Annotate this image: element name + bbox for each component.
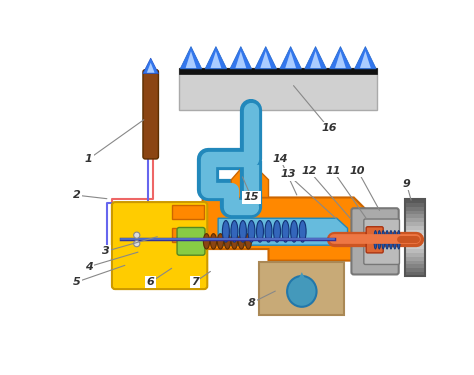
Bar — [405, 210, 425, 215]
Ellipse shape — [374, 231, 377, 249]
Bar — [405, 226, 425, 230]
Circle shape — [134, 232, 140, 238]
Ellipse shape — [231, 234, 237, 249]
Text: 1: 1 — [85, 154, 92, 164]
Polygon shape — [260, 51, 271, 68]
Text: 2: 2 — [73, 190, 80, 200]
Text: 8: 8 — [247, 298, 255, 308]
Polygon shape — [280, 46, 301, 69]
Bar — [172, 228, 204, 242]
Ellipse shape — [238, 234, 245, 249]
Ellipse shape — [231, 220, 238, 242]
Polygon shape — [294, 272, 310, 288]
Text: 16: 16 — [321, 123, 337, 133]
Text: 15: 15 — [244, 192, 259, 202]
Bar — [405, 199, 425, 276]
Bar — [179, 68, 377, 111]
Ellipse shape — [265, 220, 272, 242]
Text: 9: 9 — [402, 178, 410, 189]
Polygon shape — [210, 51, 221, 68]
Bar — [405, 234, 425, 238]
Ellipse shape — [382, 231, 385, 249]
Bar — [172, 205, 204, 219]
Text: 7: 7 — [191, 277, 199, 287]
Bar — [405, 207, 425, 211]
Bar — [405, 222, 425, 226]
Bar — [259, 262, 345, 315]
Ellipse shape — [385, 231, 389, 249]
Polygon shape — [305, 46, 327, 69]
Ellipse shape — [203, 234, 210, 249]
Polygon shape — [230, 46, 252, 69]
Polygon shape — [186, 51, 196, 68]
Bar — [405, 261, 425, 265]
FancyBboxPatch shape — [366, 227, 383, 253]
Text: 4: 4 — [85, 262, 92, 272]
Ellipse shape — [397, 231, 400, 249]
Bar — [405, 214, 425, 219]
FancyBboxPatch shape — [364, 219, 400, 264]
Text: 5: 5 — [73, 277, 80, 287]
Text: 13: 13 — [280, 170, 296, 179]
Bar — [405, 268, 425, 273]
Ellipse shape — [287, 276, 317, 307]
Text: 6: 6 — [147, 277, 155, 287]
Polygon shape — [147, 63, 155, 73]
Bar — [179, 68, 377, 74]
Ellipse shape — [222, 220, 229, 242]
Polygon shape — [236, 51, 246, 68]
Polygon shape — [255, 46, 277, 69]
Polygon shape — [310, 51, 321, 68]
Ellipse shape — [378, 231, 381, 249]
Bar — [405, 230, 425, 234]
Bar — [405, 253, 425, 257]
Text: 10: 10 — [350, 165, 365, 176]
Ellipse shape — [282, 220, 289, 242]
Polygon shape — [285, 51, 296, 68]
Bar — [405, 272, 425, 276]
Polygon shape — [360, 51, 371, 68]
Ellipse shape — [248, 220, 255, 242]
Ellipse shape — [393, 231, 396, 249]
Polygon shape — [355, 46, 376, 69]
Ellipse shape — [245, 234, 251, 249]
Ellipse shape — [390, 231, 392, 249]
Text: 14: 14 — [273, 154, 288, 164]
Ellipse shape — [273, 220, 281, 242]
FancyBboxPatch shape — [143, 70, 158, 159]
Ellipse shape — [210, 234, 217, 249]
Polygon shape — [143, 58, 158, 74]
FancyBboxPatch shape — [351, 208, 399, 274]
Polygon shape — [231, 168, 268, 198]
Ellipse shape — [291, 220, 298, 242]
Circle shape — [134, 241, 140, 247]
Bar — [405, 218, 425, 222]
Text: 12: 12 — [301, 165, 317, 176]
FancyBboxPatch shape — [112, 202, 207, 289]
Ellipse shape — [218, 234, 224, 249]
Ellipse shape — [239, 220, 246, 242]
Bar — [405, 249, 425, 253]
Polygon shape — [202, 198, 373, 261]
Bar — [405, 237, 425, 242]
Ellipse shape — [256, 220, 264, 242]
Bar — [405, 242, 425, 246]
Bar — [405, 199, 425, 203]
Polygon shape — [335, 51, 346, 68]
Polygon shape — [205, 46, 227, 69]
Bar — [405, 257, 425, 261]
Ellipse shape — [224, 234, 230, 249]
Polygon shape — [180, 46, 202, 69]
Polygon shape — [329, 46, 351, 69]
Ellipse shape — [299, 220, 306, 242]
FancyBboxPatch shape — [177, 228, 205, 255]
Polygon shape — [218, 218, 347, 245]
Bar — [405, 264, 425, 268]
Text: 3: 3 — [102, 246, 109, 256]
Bar — [405, 245, 425, 249]
Bar — [405, 203, 425, 207]
Text: 11: 11 — [325, 165, 341, 176]
